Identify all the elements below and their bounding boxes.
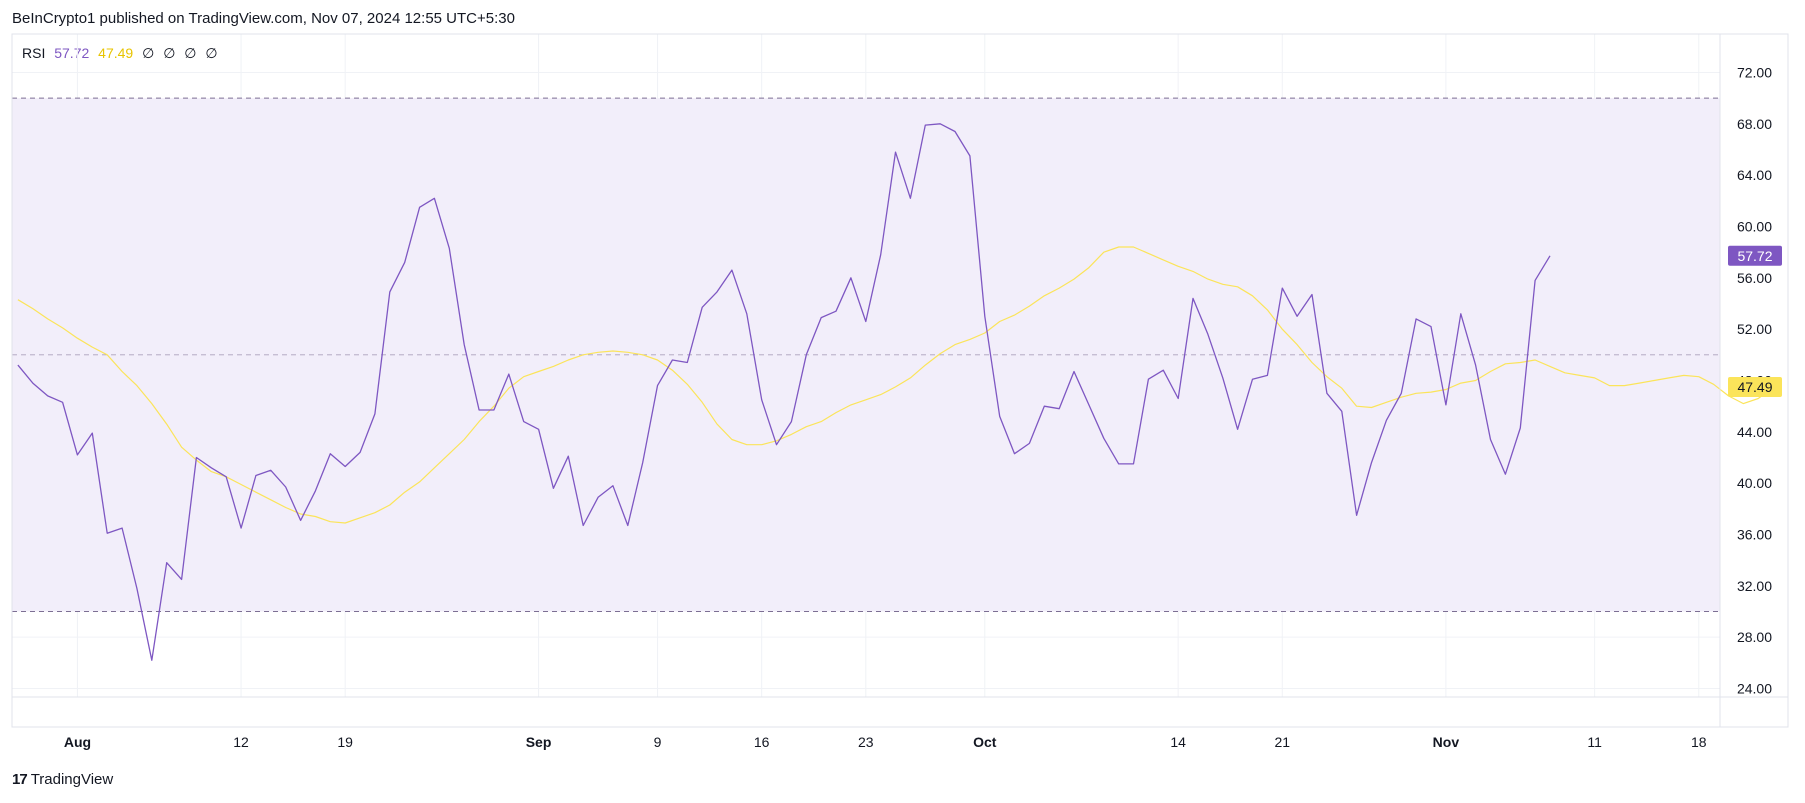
- time-axis-labels: Aug 12 19 Sep 9 16 23 Oct 14 21 Nov 11 18: [64, 734, 1707, 750]
- last-value-badges: 57.72 47.49: [1728, 245, 1782, 398]
- price-axis-labels: 72.0068.0064.0060.0056.0052.0048.0044.00…: [1737, 65, 1772, 697]
- y-tick-label: 28.00: [1737, 629, 1772, 645]
- placeholder-value-4: ∅: [205, 45, 218, 61]
- svg-text:57.72: 57.72: [1737, 248, 1772, 264]
- tradingview-logo-icon[interactable]: 17: [12, 771, 28, 788]
- placeholder-value-3: ∅: [184, 45, 197, 61]
- footer-brand[interactable]: TradingView: [30, 771, 114, 788]
- indicator-name[interactable]: RSI: [22, 45, 46, 61]
- y-tick-label: 40.00: [1737, 475, 1772, 491]
- series-layer: [17, 123, 1774, 661]
- footer: 17 TradingView: [12, 771, 113, 788]
- rsi-chart[interactable]: 72.0068.0064.0060.0056.0052.0048.0044.00…: [0, 0, 1805, 760]
- x-tick-label: 16: [754, 734, 770, 750]
- x-tick-label: Sep: [526, 734, 552, 750]
- placeholder-value-1: ∅: [142, 45, 155, 61]
- ma-last-value-badge: 47.49: [1728, 377, 1782, 398]
- y-tick-label: 36.00: [1737, 527, 1772, 543]
- x-tick-label: Aug: [64, 734, 91, 750]
- ma-value-label: 47.49: [98, 45, 134, 61]
- x-tick-label: 11: [1587, 734, 1602, 750]
- x-tick-label: 9: [654, 734, 662, 750]
- svg-text:47.49: 47.49: [1737, 379, 1772, 395]
- rsi-last-value-badge: 57.72: [1728, 245, 1782, 266]
- placeholder-value-2: ∅: [163, 45, 176, 61]
- rsi-value-label: 57.72: [54, 45, 90, 61]
- rsi-series-line: [17, 123, 1551, 661]
- y-tick-label: 68.00: [1737, 116, 1772, 132]
- x-tick-label: 23: [858, 734, 874, 750]
- y-tick-label: 52.00: [1737, 321, 1772, 337]
- x-tick-label: 19: [337, 734, 353, 750]
- rsi-ma-series-line: [17, 246, 1774, 524]
- x-tick-label: 14: [1170, 734, 1186, 750]
- x-tick-label: 18: [1691, 734, 1707, 750]
- indicator-legend: RSI 57.72 47.49 ∅ ∅ ∅ ∅: [22, 45, 223, 62]
- x-tick-label: Oct: [973, 734, 997, 750]
- y-tick-label: 72.00: [1737, 65, 1772, 81]
- plot-frame: [11, 33, 1789, 728]
- y-tick-label: 60.00: [1737, 219, 1772, 235]
- y-tick-label: 24.00: [1737, 681, 1772, 697]
- y-tick-label: 56.00: [1737, 270, 1772, 286]
- y-tick-label: 64.00: [1737, 167, 1772, 183]
- y-tick-label: 44.00: [1737, 424, 1772, 440]
- x-tick-label: 21: [1274, 734, 1290, 750]
- x-tick-label: 12: [233, 734, 249, 750]
- publisher-header: BeInCrypto1 published on TradingView.com…: [12, 10, 515, 27]
- x-tick-label: Nov: [1433, 734, 1460, 750]
- y-tick-label: 32.00: [1737, 578, 1772, 594]
